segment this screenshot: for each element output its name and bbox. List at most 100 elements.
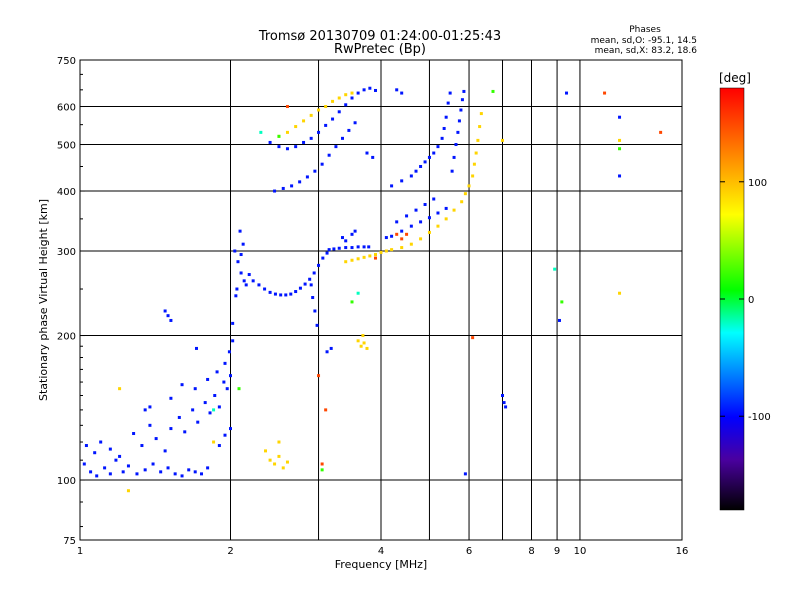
data-point: [444, 206, 448, 210]
data-point: [84, 444, 88, 448]
data-point: [317, 374, 321, 378]
y-tick-label: 200: [57, 332, 76, 343]
data-point: [459, 108, 463, 112]
data-point: [281, 186, 285, 190]
data-point: [126, 464, 130, 468]
data-point: [456, 130, 460, 134]
data-point: [321, 256, 325, 260]
data-point: [344, 103, 348, 107]
y-tick-label: 600: [57, 103, 76, 114]
data-point: [308, 277, 312, 281]
data-point: [478, 125, 482, 129]
data-point: [462, 89, 466, 93]
data-point: [618, 147, 622, 151]
x-minor-tick-label: 9: [554, 546, 560, 557]
x-tick-label: 1: [77, 546, 83, 557]
data-point: [285, 147, 289, 151]
data-point: [331, 117, 335, 121]
data-point: [223, 433, 227, 437]
data-point: [419, 220, 423, 224]
data-point: [239, 271, 243, 275]
data-point: [356, 257, 360, 261]
data-point: [196, 420, 200, 424]
data-point: [234, 294, 238, 298]
data-point: [264, 449, 268, 453]
data-point: [427, 230, 431, 234]
data-point: [436, 224, 440, 228]
data-point: [239, 253, 243, 257]
data-point: [325, 251, 329, 255]
x-minor-tick-label: 8: [528, 546, 534, 557]
data-point: [618, 174, 622, 178]
data-point: [350, 232, 354, 236]
chart-title: Tromsø 20130709 01:24:00-01:25:43: [258, 29, 501, 44]
data-point: [367, 245, 371, 249]
data-point: [471, 336, 475, 340]
data-point: [409, 224, 413, 228]
data-point: [231, 321, 235, 325]
data-point: [163, 449, 167, 453]
data-point: [277, 454, 281, 458]
data-point: [140, 444, 144, 448]
data-point: [114, 458, 118, 462]
data-point: [309, 283, 313, 287]
data-point: [344, 260, 348, 264]
data-point: [177, 415, 181, 419]
data-point: [166, 466, 170, 470]
data-point: [400, 91, 404, 95]
data-point: [212, 408, 216, 412]
data-point: [285, 105, 289, 109]
data-point: [231, 339, 235, 343]
data-point: [618, 115, 622, 119]
data-point: [309, 136, 313, 140]
data-point: [337, 110, 341, 114]
data-point: [241, 242, 245, 246]
data-point: [414, 169, 418, 173]
data-point: [427, 155, 431, 159]
colorbar-tick-label: 0: [748, 295, 754, 306]
data-point: [118, 387, 122, 391]
data-point: [324, 123, 328, 127]
data-point: [327, 153, 331, 157]
data-point: [440, 136, 444, 140]
data-point: [268, 140, 272, 144]
data-point: [143, 408, 147, 412]
data-point: [263, 287, 267, 291]
data-point: [257, 283, 261, 287]
data-point: [359, 344, 363, 348]
data-point: [553, 267, 557, 271]
data-point: [409, 174, 413, 178]
data-point: [285, 130, 289, 134]
data-point: [173, 472, 177, 476]
data-point: [356, 339, 360, 343]
data-point: [400, 237, 404, 241]
data-point: [273, 462, 277, 466]
data-point: [390, 248, 394, 252]
data-point: [450, 169, 454, 173]
data-point: [560, 300, 564, 304]
data-point: [206, 377, 210, 381]
data-point: [374, 256, 378, 260]
data-point: [235, 287, 239, 291]
data-point: [148, 405, 152, 409]
data-point: [244, 283, 248, 287]
data-point: [405, 232, 409, 236]
data-point: [463, 192, 467, 196]
data-point: [504, 405, 508, 409]
data-point: [400, 179, 404, 183]
data-point: [414, 208, 418, 212]
data-point: [121, 470, 125, 474]
data-point: [95, 474, 99, 478]
data-point: [284, 293, 288, 297]
data-point: [143, 468, 147, 472]
data-point: [193, 387, 197, 391]
data-point: [356, 291, 360, 295]
data-point: [409, 242, 413, 246]
data-point: [148, 423, 152, 427]
axes: 1 2 4 6 10 16 8 9 75 100 200 300 400 500 600 750: [57, 56, 688, 557]
data-point: [281, 466, 285, 470]
data-point: [180, 474, 184, 478]
x-axis-label: Frequency [MHz]: [335, 558, 427, 571]
data-point: [290, 184, 294, 188]
data-point: [289, 292, 293, 296]
